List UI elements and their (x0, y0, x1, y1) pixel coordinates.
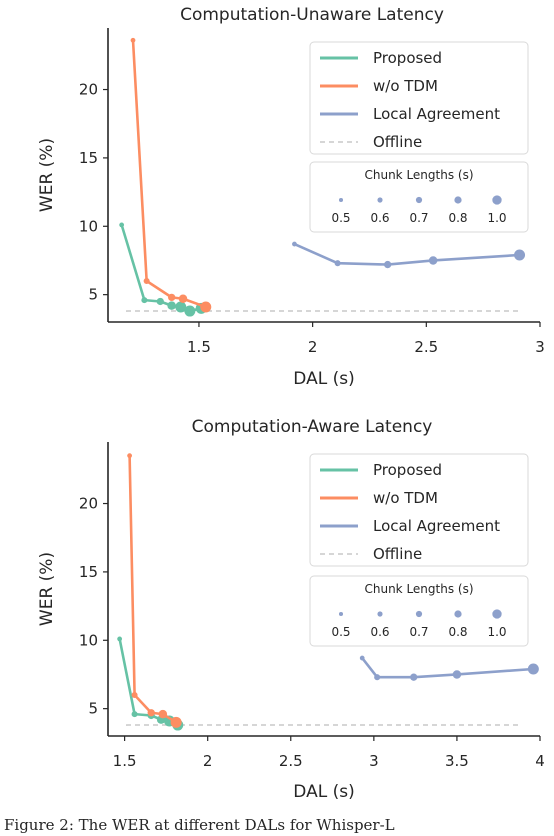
data-point (170, 716, 182, 728)
legend-box (309, 41, 529, 155)
data-point (167, 301, 176, 310)
data-point (514, 249, 526, 261)
chunk-size-marker (492, 609, 502, 619)
chunk-size-label: 0.7 (409, 211, 428, 225)
x-tick-label: 2.5 (414, 338, 438, 356)
data-point (141, 297, 148, 304)
chunk-size-marker (338, 611, 344, 617)
chart-title: Computation-Aware Latency (192, 417, 433, 437)
data-point (452, 670, 462, 679)
x-tick-label: 1.5 (113, 752, 137, 770)
legend-label-local-agreement: Local Agreement (373, 517, 500, 535)
data-point (127, 453, 132, 459)
chunk-size-marker (377, 611, 383, 617)
data-point (117, 636, 123, 642)
chunk-size-label: 0.5 (331, 211, 350, 225)
data-point (527, 663, 539, 675)
x-tick-label: 2 (203, 752, 213, 770)
chunk-size-label: 0.6 (370, 625, 389, 639)
chunk-size-label: 0.8 (448, 211, 467, 225)
data-point (131, 711, 138, 718)
data-point (374, 674, 381, 681)
legend-label-local-agreement: Local Agreement (373, 105, 500, 123)
chunk-size-label: 0.6 (370, 211, 389, 225)
chunk-size-label: 1.0 (487, 625, 506, 639)
series-line-w-o-tdm (128, 455, 177, 724)
x-tick-label: 2.5 (279, 752, 303, 770)
chunk-size-marker (377, 197, 383, 203)
chart-computation-unaware: Computation-Unaware Latency 1.5 2 2.5 3 5 10 15… (37, 5, 545, 389)
data-point (131, 691, 138, 698)
legend-box (309, 453, 529, 567)
chunk-legend-title: Chunk Lengths (s) (364, 582, 473, 596)
y-tick-label: 5 (88, 286, 98, 304)
data-point (158, 709, 168, 719)
chunk-size-label: 0.7 (409, 625, 428, 639)
x-tick-label: 3.5 (445, 752, 469, 770)
y-tick-label: 20 (79, 81, 98, 99)
x-tick-label: 2 (308, 338, 318, 356)
chunk-size-label: 1.0 (487, 211, 506, 225)
data-point (428, 256, 438, 265)
data-point (175, 301, 187, 313)
x-tick-label: 3 (535, 338, 545, 356)
y-tick-label: 20 (79, 495, 98, 513)
chart-computation-aware: Computation-Aware Latency 1.5 2 2.5 3 3.5 4 5 10… (37, 417, 545, 802)
data-point (384, 260, 392, 269)
chunk-legend-title: Chunk Lengths (s) (364, 168, 473, 182)
chunk-size-label: 0.8 (448, 625, 467, 639)
chunk-size-marker (415, 610, 423, 618)
chunk-size-marker (338, 197, 344, 203)
legend-label-offline: Offline (373, 545, 422, 563)
data-point (334, 260, 341, 267)
legend-label-w-o-tdm: w/o TDM (373, 489, 438, 507)
series-line-local-agreement (361, 657, 534, 679)
legend-label-proposed: Proposed (373, 461, 442, 479)
legend-label-w-o-tdm: w/o TDM (373, 77, 438, 95)
y-tick-label: 5 (88, 700, 98, 718)
chunk-size-marker (415, 196, 423, 204)
x-axis-label: DAL (s) (293, 369, 354, 389)
data-point (168, 293, 176, 302)
data-point (184, 305, 196, 317)
y-tick-label: 15 (79, 149, 98, 167)
series-line-w-o-tdm (131, 40, 207, 309)
data-point (410, 673, 418, 681)
legend-label-proposed: Proposed (373, 49, 442, 67)
y-axis-label: WER (%) (37, 552, 57, 626)
chart-title: Computation-Unaware Latency (180, 5, 444, 25)
chunk-size-marker (454, 610, 462, 618)
chunk-size-label: 0.5 (331, 625, 350, 639)
data-point (143, 277, 150, 284)
x-tick-label: 1.5 (187, 338, 211, 356)
data-point (292, 241, 297, 247)
data-point (119, 222, 125, 228)
data-point (130, 37, 136, 43)
legend-label-offline: Offline (373, 133, 422, 151)
data-point (178, 294, 188, 304)
data-point (200, 301, 212, 313)
y-tick-label: 10 (79, 217, 98, 235)
y-tick-label: 10 (79, 631, 98, 649)
figure-caption: Figure 2: The WER at different DALs for … (4, 816, 395, 834)
data-point (156, 297, 164, 306)
x-tick-label: 3 (369, 752, 379, 770)
data-point (147, 709, 155, 717)
chunk-size-marker (454, 196, 462, 204)
x-axis-label: DAL (s) (293, 782, 354, 802)
series-line-local-agreement (293, 242, 520, 266)
y-tick-label: 15 (79, 563, 98, 581)
y-axis-label: WER (%) (37, 138, 57, 212)
data-point (359, 655, 365, 661)
chunk-size-marker (492, 195, 502, 205)
x-tick-label: 4 (535, 752, 545, 770)
